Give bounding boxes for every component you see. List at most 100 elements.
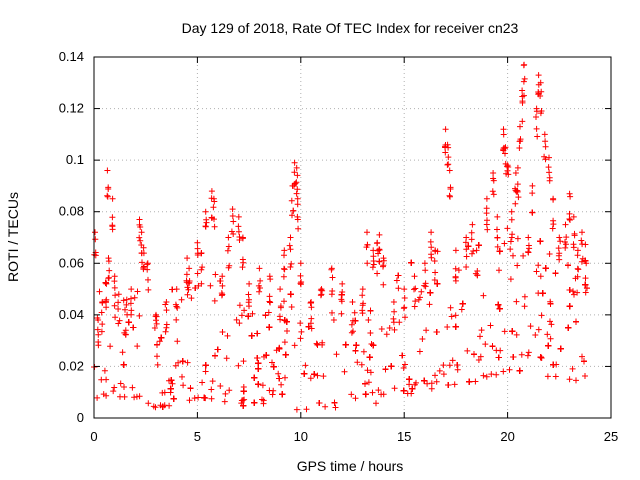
data-point — [110, 388, 117, 395]
data-point — [173, 316, 180, 323]
data-point — [367, 369, 374, 376]
data-point — [219, 282, 226, 289]
data-point — [483, 221, 490, 228]
data-point — [198, 250, 205, 257]
data-point — [229, 206, 236, 213]
data-point — [582, 289, 589, 296]
data-point — [537, 354, 544, 361]
data-point — [571, 230, 578, 237]
data-point — [319, 339, 326, 346]
data-point — [111, 384, 118, 391]
data-point — [469, 250, 475, 257]
data-point — [262, 312, 269, 319]
data-point — [563, 234, 570, 241]
data-point — [281, 317, 288, 324]
data-point — [330, 317, 337, 323]
data-point — [575, 266, 582, 273]
data-point — [500, 126, 507, 133]
data-point — [474, 268, 481, 274]
data-point — [294, 195, 301, 202]
data-point — [279, 391, 286, 398]
data-point — [547, 300, 554, 307]
plot-frame — [93, 56, 612, 419]
data-point — [525, 234, 532, 241]
data-point — [230, 218, 237, 225]
data-point — [488, 371, 495, 378]
data-point — [123, 301, 130, 308]
data-point — [501, 145, 508, 152]
data-point — [582, 275, 589, 282]
data-point — [584, 285, 590, 292]
data-point — [520, 78, 527, 85]
data-point — [525, 249, 532, 256]
data-point — [547, 318, 553, 325]
data-point — [514, 262, 521, 269]
data-point — [270, 387, 277, 394]
data-point — [449, 357, 456, 364]
data-point — [342, 341, 349, 348]
data-point — [376, 231, 383, 238]
data-point — [369, 389, 376, 396]
data-point — [412, 285, 419, 292]
data-point — [136, 393, 143, 400]
data-point — [187, 385, 194, 392]
data-point — [128, 311, 135, 318]
data-point — [445, 154, 452, 161]
data-point — [95, 331, 102, 338]
data-point — [277, 303, 284, 310]
data-point — [426, 301, 433, 308]
data-point — [94, 394, 101, 401]
data-point — [532, 332, 539, 338]
data-point — [367, 330, 374, 336]
data-point — [128, 286, 135, 293]
data-point — [374, 240, 380, 247]
data-point — [106, 267, 113, 274]
data-point — [129, 384, 136, 391]
data-point — [235, 213, 242, 220]
data-point — [251, 374, 258, 381]
data-point — [125, 319, 132, 326]
data-point — [513, 331, 520, 338]
data-point — [574, 252, 581, 259]
data-point — [566, 216, 573, 222]
data-point — [235, 223, 242, 230]
data-point — [154, 353, 160, 360]
data-point — [428, 385, 435, 392]
data-point — [331, 399, 338, 406]
data-point — [535, 326, 542, 333]
data-point — [518, 351, 525, 358]
data-point — [442, 149, 449, 156]
data-point — [390, 315, 397, 322]
data-point — [186, 397, 193, 404]
data-point — [341, 368, 348, 375]
data-point — [270, 363, 277, 370]
data-point — [245, 291, 252, 298]
data-point — [428, 229, 435, 236]
data-point — [352, 395, 359, 402]
data-point — [462, 239, 469, 246]
data-point — [298, 279, 305, 285]
data-point — [290, 207, 297, 214]
data-point — [504, 163, 511, 170]
data-point — [533, 268, 540, 275]
data-point — [287, 264, 294, 270]
data-point — [555, 245, 562, 252]
data-point — [103, 304, 110, 311]
data-point — [269, 359, 275, 366]
data-point — [174, 304, 181, 311]
data-point — [514, 181, 521, 188]
data-point — [496, 248, 503, 255]
y-tick-label: 0 — [77, 410, 84, 425]
data-point — [120, 297, 127, 304]
y-tick-label: 0.06 — [59, 255, 84, 270]
data-point — [482, 341, 489, 348]
data-point — [557, 238, 564, 245]
data-point — [401, 295, 408, 301]
data-point — [313, 340, 320, 347]
data-point — [158, 334, 165, 341]
data-point — [545, 164, 552, 171]
data-point — [550, 361, 557, 368]
data-point — [191, 395, 198, 402]
data-point — [222, 390, 229, 397]
data-point — [278, 381, 285, 388]
